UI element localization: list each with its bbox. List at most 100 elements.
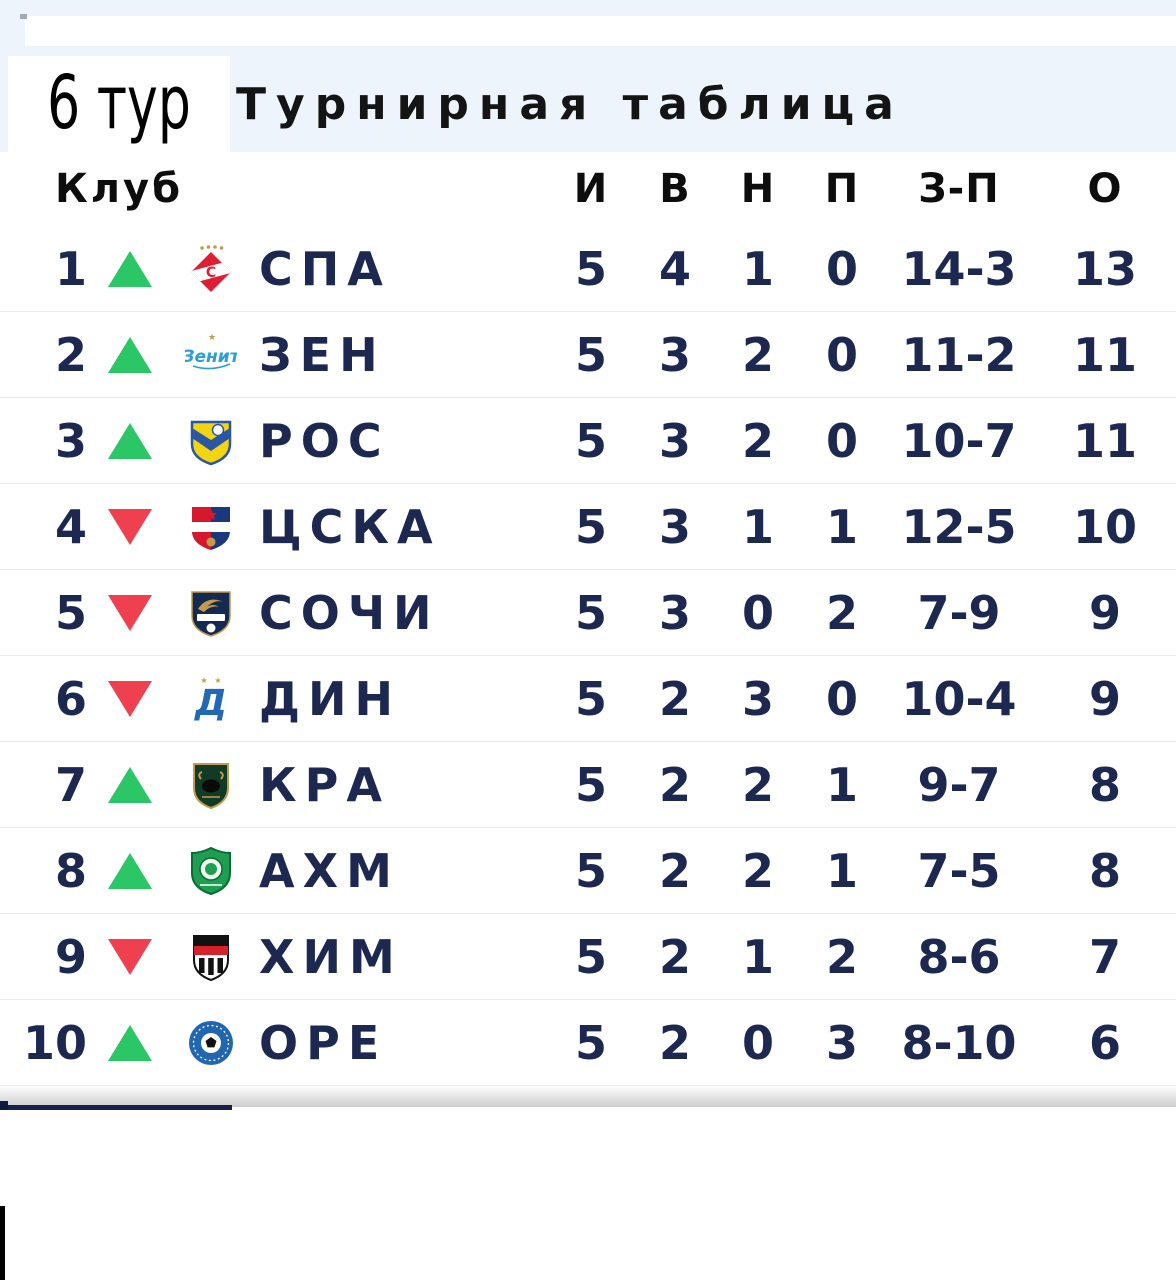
round-selector[interactable]: 6 тур: [8, 56, 230, 152]
column-header-points: О: [1087, 166, 1123, 212]
club-name: ЗЕН: [259, 327, 386, 382]
draws-cell: 2: [741, 413, 774, 468]
draws-cell: 0: [741, 1015, 774, 1070]
goal-diff-cell: 10-7: [901, 413, 1017, 468]
club-logo-sochi: [165, 587, 257, 639]
points-cell: 6: [1088, 1015, 1121, 1070]
club-name: ДИН: [259, 671, 401, 726]
position: 5: [54, 585, 87, 640]
wins-cell: 2: [658, 1015, 691, 1070]
club-name: РОС: [259, 413, 390, 468]
trend-up-icon: [108, 422, 152, 459]
column-header-draws: Н: [740, 166, 776, 212]
position: 8: [54, 843, 87, 898]
wins-cell: 3: [658, 499, 691, 554]
goal-diff-cell: 8-6: [917, 929, 1001, 984]
played-cell: 5: [574, 757, 607, 812]
losses-cell: 0: [825, 413, 858, 468]
top-white-band: [25, 16, 1176, 46]
draws-cell: 2: [741, 757, 774, 812]
position: 7: [54, 757, 87, 812]
table-row[interactable]: 8 АХМ 5 2 2 1 7-5 8: [0, 828, 1176, 914]
losses-cell: 0: [825, 671, 858, 726]
losses-cell: 1: [825, 757, 858, 812]
left-edge-black-bar: [0, 1206, 5, 1280]
club-name: ХИМ: [259, 929, 403, 984]
played-cell: 5: [574, 843, 607, 898]
club-logo-zenit: ★ Зенит: [165, 329, 257, 381]
club-logo-cska: [165, 501, 257, 553]
club-name: АХМ: [259, 843, 400, 898]
dynamo-letter: Д: [194, 683, 227, 724]
wins-cell: 3: [658, 585, 691, 640]
trend-up-icon: [108, 250, 152, 287]
goal-diff-cell: 8-10: [901, 1015, 1017, 1070]
losses-cell: 0: [825, 241, 858, 296]
trend-down-icon: [108, 680, 152, 717]
points-cell: 11: [1072, 327, 1137, 382]
table-row[interactable]: 1 C СПА 5 4 1 0 14-3 13: [0, 226, 1176, 312]
draws-cell: 1: [741, 929, 774, 984]
wins-cell: 2: [658, 671, 691, 726]
table-row[interactable]: 6 ★ ★ Д ДИН 5 2 3 0 10-4 9: [0, 656, 1176, 742]
wins-cell: 3: [658, 413, 691, 468]
dynamo-star: ★: [214, 676, 221, 685]
points-cell: 10: [1072, 499, 1137, 554]
points-cell: 13: [1072, 241, 1137, 296]
losses-cell: 1: [825, 499, 858, 554]
table-row[interactable]: 3 РОС 5 3 2 0 10-7 11: [0, 398, 1176, 484]
table-header-row: Клуб И В Н П З-П О: [0, 152, 1176, 226]
trend-up-icon: [108, 1024, 152, 1061]
position: 2: [54, 327, 87, 382]
played-cell: 5: [574, 413, 607, 468]
points-cell: 9: [1088, 585, 1121, 640]
position: 1: [54, 241, 87, 296]
wins-cell: 2: [658, 929, 691, 984]
table-row[interactable]: 7 КРА 5 2 2 1 9-7 8: [0, 742, 1176, 828]
table-row[interactable]: 10 ОРЕ 5 2 0 3 8-10 6: [0, 1000, 1176, 1086]
played-cell: 5: [574, 327, 607, 382]
top-left-artifact: [20, 14, 27, 19]
column-header-played: И: [573, 166, 609, 212]
club-logo-orenburg: [165, 1017, 257, 1069]
round-label: 6 тур: [47, 61, 191, 147]
trend-down-icon: [108, 508, 152, 545]
goal-diff-cell: 7-5: [917, 843, 1001, 898]
spartak-letter: C: [206, 265, 216, 281]
losses-cell: 2: [825, 585, 858, 640]
goal-diff-cell: 10-4: [901, 671, 1017, 726]
dynamo-star: ★: [200, 676, 207, 685]
club-logo-spartak: C: [165, 243, 257, 295]
club-name: ОРЕ: [259, 1015, 388, 1070]
position: 3: [54, 413, 87, 468]
draws-cell: 1: [741, 499, 774, 554]
draws-cell: 0: [741, 585, 774, 640]
club-logo-rostov: [165, 415, 257, 467]
page-title: Турнирная таблица: [236, 78, 904, 130]
goal-diff-cell: 11-2: [901, 327, 1017, 382]
losses-cell: 2: [825, 929, 858, 984]
wins-cell: 3: [658, 327, 691, 382]
played-cell: 5: [574, 929, 607, 984]
bottom-gradient-divider: [0, 1086, 1176, 1107]
played-cell: 5: [574, 241, 607, 296]
draws-cell: 2: [741, 327, 774, 382]
points-cell: 11: [1072, 413, 1137, 468]
bottom-navy-bar: [0, 1105, 232, 1110]
club-name: КРА: [259, 757, 390, 812]
points-cell: 7: [1088, 929, 1121, 984]
table-row[interactable]: 4 ЦСКА 5 3 1 1 12-5 10: [0, 484, 1176, 570]
goal-diff-cell: 12-5: [901, 499, 1017, 554]
losses-cell: 1: [825, 843, 858, 898]
table-row[interactable]: 2 ★ Зенит ЗЕН 5 3 2 0 11-2 11: [0, 312, 1176, 398]
trend-up-icon: [108, 336, 152, 373]
goal-diff-cell: 7-9: [917, 585, 1001, 640]
goal-diff-cell: 14-3: [901, 241, 1017, 296]
table-row[interactable]: 9 ХИМ 5 2 1 2 8-6 7: [0, 914, 1176, 1000]
column-header-losses: П: [824, 166, 860, 212]
points-cell: 8: [1088, 757, 1121, 812]
club-logo-akhmat: [165, 845, 257, 897]
position: 4: [54, 499, 87, 554]
table-row[interactable]: 5 СОЧИ 5 3 0 2 7-9 9: [0, 570, 1176, 656]
club-logo-khimki: [165, 931, 257, 983]
